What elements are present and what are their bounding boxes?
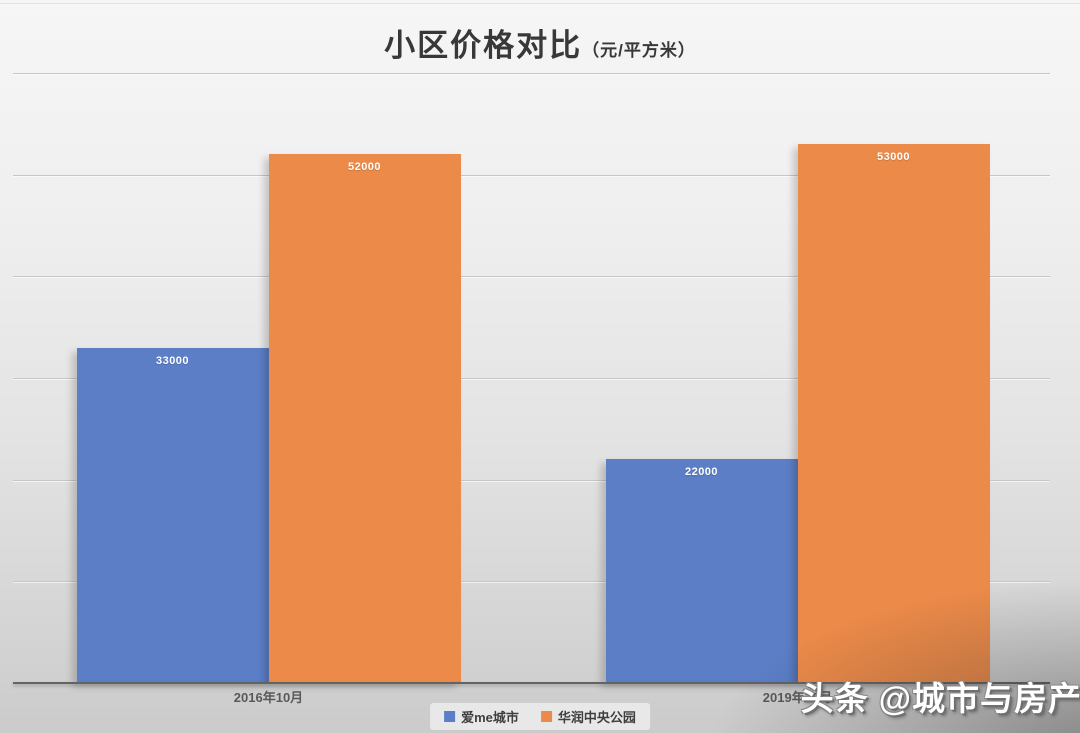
bar-series1-cat0 bbox=[268, 154, 461, 683]
legend-label-1: 华润中央公园 bbox=[557, 710, 636, 725]
gridline-20000 bbox=[13, 479, 1050, 481]
gridline-50000 bbox=[13, 174, 1050, 176]
bar-value-label-series0-cat1: 22000 bbox=[684, 466, 719, 479]
gridline-60000 bbox=[13, 73, 1050, 74]
bar-series1-cat1 bbox=[797, 144, 990, 683]
bar-value-label-series1-cat0: 52000 bbox=[347, 161, 382, 174]
bar-value-label-series1-cat1: 53000 bbox=[876, 151, 911, 164]
gridline-10000 bbox=[13, 581, 1050, 583]
chart-title-unit: （元/平方米） bbox=[582, 41, 696, 60]
bar-series0-cat0 bbox=[76, 347, 269, 683]
legend-label-0: 爱me城市 bbox=[461, 710, 519, 725]
legend-item-1: 华润中央公园 bbox=[540, 707, 636, 726]
gridline-40000 bbox=[13, 276, 1050, 278]
legend: 爱me城市 华润中央公园 bbox=[430, 703, 650, 730]
chart-title-text: 小区价格对比 bbox=[384, 28, 583, 63]
top-edge-line bbox=[0, 3, 1080, 4]
category-label-1: 2019年10月 bbox=[762, 690, 833, 705]
watermark-toutiao: 头条 @城市与房产 bbox=[800, 680, 1080, 717]
legend-swatch-icon bbox=[540, 711, 552, 722]
category-label-0: 2016年10月 bbox=[233, 690, 304, 705]
bar-series0-cat1 bbox=[605, 459, 798, 683]
x-axis-line bbox=[13, 682, 1050, 684]
legend-swatch-icon bbox=[444, 711, 456, 722]
gridline-30000 bbox=[13, 378, 1050, 379]
chart-title: 小区价格对比（元/平方米） bbox=[0, 20, 1080, 65]
legend-item-0: 爱me城市 bbox=[444, 707, 519, 726]
bar-value-label-series0-cat0: 33000 bbox=[155, 354, 190, 367]
